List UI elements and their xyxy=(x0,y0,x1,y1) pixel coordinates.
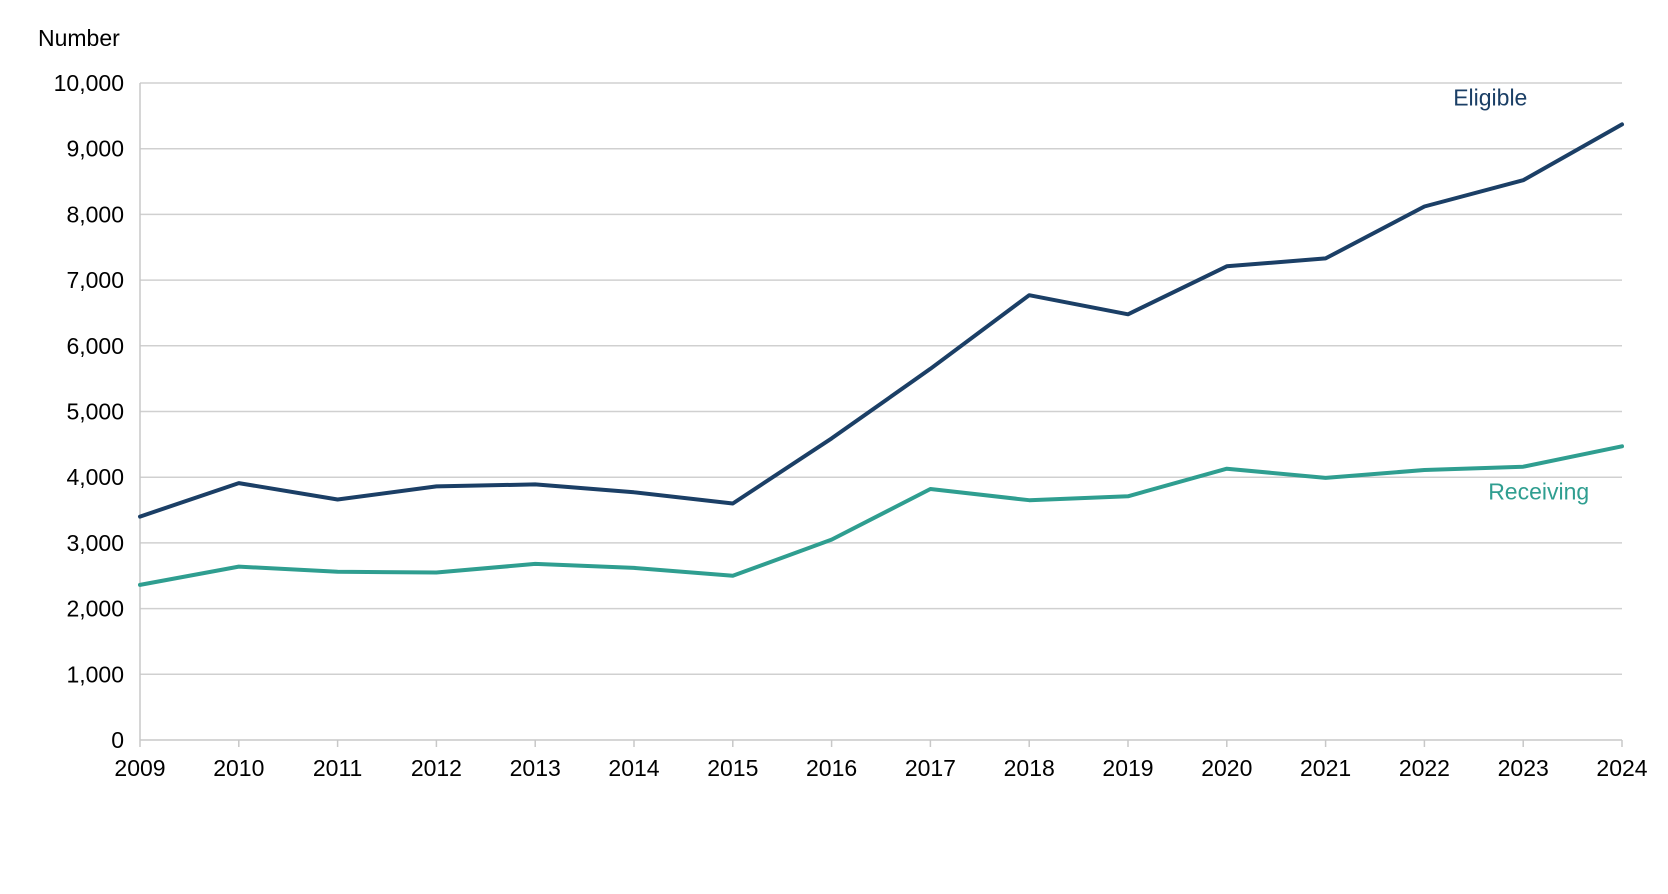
x-tick-label: 2009 xyxy=(114,755,165,781)
x-tick-label: 2021 xyxy=(1300,755,1351,781)
series-lines xyxy=(138,122,1624,587)
y-tick-label: 7,000 xyxy=(66,267,124,293)
x-tick-label: 2017 xyxy=(905,755,956,781)
x-tick-label: 2020 xyxy=(1201,755,1252,781)
x-tick-label: 2019 xyxy=(1102,755,1153,781)
x-tick-label: 2022 xyxy=(1399,755,1450,781)
x-tick-label: 2010 xyxy=(213,755,264,781)
series-label-receiving: Receiving xyxy=(1488,479,1589,505)
gridlines xyxy=(140,82,1622,676)
y-tick-label: 5,000 xyxy=(66,399,124,425)
y-tick-label: 6,000 xyxy=(66,333,124,359)
x-tick-label: 2023 xyxy=(1498,755,1549,781)
series-label-eligible: Eligible xyxy=(1453,84,1527,110)
x-tick-label: 2014 xyxy=(608,755,659,781)
x-tick-label: 2018 xyxy=(1004,755,1055,781)
x-tick-label: 2011 xyxy=(313,755,362,781)
x-tick-label: 2016 xyxy=(806,755,857,781)
axes xyxy=(139,83,1622,741)
y-tick-label: 2,000 xyxy=(66,596,124,622)
y-tick-label: 10,000 xyxy=(54,70,124,96)
y-tick-label: 3,000 xyxy=(66,530,124,556)
y-tick-label: 1,000 xyxy=(66,661,124,687)
x-tick-label: 2012 xyxy=(411,755,462,781)
y-tick-label: 9,000 xyxy=(66,136,124,162)
y-tick-label: 0 xyxy=(111,727,124,753)
y-tick-label: 8,000 xyxy=(66,201,124,227)
x-tick-label: 2024 xyxy=(1596,755,1647,781)
y-tick-labels: 0 1,000 2,000 3,000 4,000 5,000 6,000 7,000 8,00… xyxy=(54,70,124,753)
x-tick-labels: 2009 2010 2011 2012 2013 2014 2015 2016 2017 2018… xyxy=(114,740,1648,781)
series-labels: Eligible Receiving xyxy=(1453,84,1589,504)
x-tick-label: 2013 xyxy=(510,755,561,781)
y-axis-title: Number xyxy=(38,25,120,51)
series-line-receiving xyxy=(138,444,1624,587)
x-tick-label: 2015 xyxy=(707,755,758,781)
series-line-eligible xyxy=(138,122,1624,519)
y-tick-label: 4,000 xyxy=(66,464,124,490)
